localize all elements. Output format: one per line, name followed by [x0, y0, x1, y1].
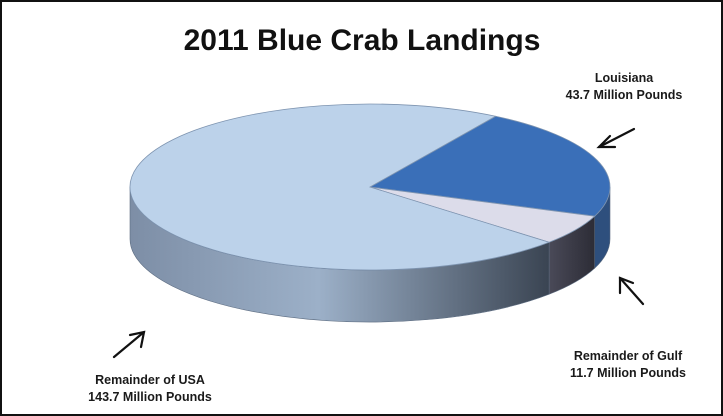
chart-title: 2011 Blue Crab Landings	[184, 24, 541, 57]
usa-value-label: 143.7 Million Pounds	[88, 390, 212, 404]
louisiana-name-label: Louisiana	[595, 71, 654, 85]
gulf-value-label: 11.7 Million Pounds	[570, 366, 686, 380]
usa-pointer-arrow	[112, 330, 146, 359]
louisiana-pointer-arrow	[596, 127, 636, 149]
pie-slice-louisiana	[368, 115, 611, 217]
gulf-name-label: Remainder of Gulf	[574, 349, 683, 363]
pie-slices	[129, 103, 611, 271]
usa-name-label: Remainder of USA	[95, 373, 205, 387]
gulf-pointer-arrow	[618, 276, 645, 306]
louisiana-value-label: 43.7 Million Pounds	[566, 88, 683, 102]
pie-slice-remainder-of-usa	[129, 103, 551, 271]
